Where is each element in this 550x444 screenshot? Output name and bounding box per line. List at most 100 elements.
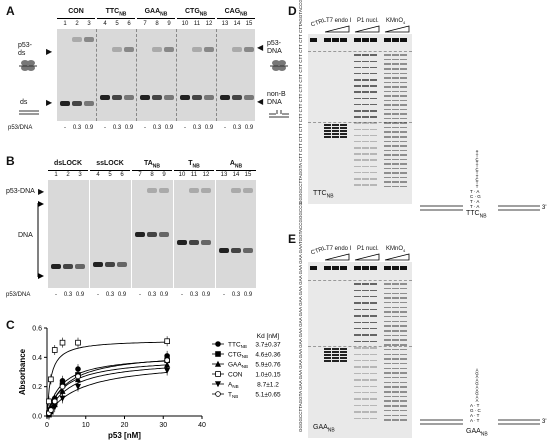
group-header: CON <box>68 8 84 15</box>
top-band <box>340 38 347 42</box>
ladder-band <box>354 72 361 75</box>
ladder-band <box>384 72 391 75</box>
ladder-band <box>370 366 377 368</box>
free-dna-band <box>244 95 254 100</box>
ladder-band <box>400 330 407 332</box>
ladder-band <box>400 81 407 84</box>
legend-name: TNB <box>228 392 238 400</box>
ladder-band <box>384 149 391 152</box>
free-dna-band <box>180 95 190 100</box>
legend-marker <box>215 391 221 397</box>
ladder-band <box>384 154 391 156</box>
ladder-band <box>400 54 407 56</box>
top-band <box>384 266 391 270</box>
ladder-band <box>362 110 369 112</box>
lane-number: 1 <box>54 172 58 178</box>
free-dna-band <box>72 101 82 106</box>
lane-number: 15 <box>245 21 253 27</box>
ladder-band <box>400 344 407 346</box>
ladder-band <box>354 116 361 118</box>
nonb-dna-icon <box>269 110 289 118</box>
ladder-band <box>400 348 407 351</box>
cleavage-band <box>332 354 339 357</box>
lane-number: 11 <box>190 172 198 178</box>
ladder-band <box>354 417 361 420</box>
ratio-value: 0.3 <box>112 125 122 131</box>
ladder-band <box>400 122 407 124</box>
ladder-band <box>392 81 399 84</box>
ladder-band <box>392 339 399 341</box>
ratio-value: 0.9 <box>243 292 253 298</box>
legend-marker <box>215 341 221 347</box>
panel-label: A <box>6 4 15 18</box>
ladder-band <box>370 140 377 143</box>
loop-base: T <box>476 181 479 186</box>
ladder-band <box>362 411 369 413</box>
free-dna-band <box>204 95 214 100</box>
ladder-band <box>392 63 399 65</box>
ladder-band <box>392 344 399 346</box>
ladder-band <box>384 344 391 346</box>
ladder-band <box>392 400 399 402</box>
data-point <box>74 383 82 390</box>
ladder-band <box>384 167 391 170</box>
hairpin-structure: 5'3'T · AT · AC · GT · ATTCTTCTTCTTCTT <box>420 150 546 211</box>
loop-base: T <box>476 150 479 155</box>
ladder-band <box>400 63 407 65</box>
ladder-band <box>370 184 377 186</box>
ladder-band <box>392 419 399 421</box>
top-band <box>324 266 331 270</box>
ladder-band <box>400 320 407 323</box>
complex-band <box>243 188 253 193</box>
ladder-band <box>392 297 399 299</box>
ladder-band <box>362 347 369 349</box>
lane-separator <box>89 180 90 288</box>
ladder-band <box>384 315 391 318</box>
ladder-band <box>392 362 399 365</box>
p53-dna-label: p53- DNA <box>267 40 282 55</box>
ladder-band <box>384 126 391 129</box>
ladder-band <box>392 72 399 75</box>
top-band <box>392 38 399 42</box>
free-dna-band <box>159 232 169 237</box>
ladder-band <box>362 72 369 75</box>
data-point <box>59 395 66 402</box>
cleavage-band <box>340 130 347 133</box>
cleavage-band <box>332 351 339 354</box>
loop-base: A <box>476 398 479 403</box>
cleavage-band <box>324 360 331 363</box>
header-rule <box>132 170 172 171</box>
legend-kd: 5.1±0.65 <box>255 392 281 399</box>
ladder-band <box>384 367 391 370</box>
ladder-band <box>400 154 407 156</box>
ladder-band <box>354 347 361 349</box>
ratio-value: - <box>144 125 146 131</box>
ratio-value: 0.3 <box>147 292 157 298</box>
ladder-band <box>400 391 407 393</box>
ratio-value: - <box>181 292 183 298</box>
ladder-band <box>370 110 377 112</box>
free-dna-band <box>60 101 70 106</box>
ladder-band <box>362 116 369 118</box>
ladder-band <box>384 400 391 402</box>
free-dna-band <box>192 95 202 100</box>
p53-dna-label: p53-DNA <box>6 188 35 195</box>
ladder-band <box>362 385 369 388</box>
legend-marker <box>215 371 221 377</box>
ratio-value: 0.9 <box>244 125 254 131</box>
lane-number: 12 <box>202 172 210 178</box>
complex-band <box>244 47 254 52</box>
ladder-band <box>370 66 377 69</box>
ladder-band <box>354 110 361 112</box>
ladder-band <box>370 398 377 400</box>
ladder-band <box>362 122 369 124</box>
data-point <box>46 398 52 405</box>
column-header: T7 endo I <box>326 18 352 24</box>
ladder-band <box>362 103 369 106</box>
cleavage-band <box>332 136 339 139</box>
ladder-band <box>354 171 361 174</box>
ladder-band <box>354 308 361 311</box>
loop-base: G <box>475 391 478 396</box>
ladder-band <box>400 113 407 115</box>
ladder-band <box>370 302 377 304</box>
